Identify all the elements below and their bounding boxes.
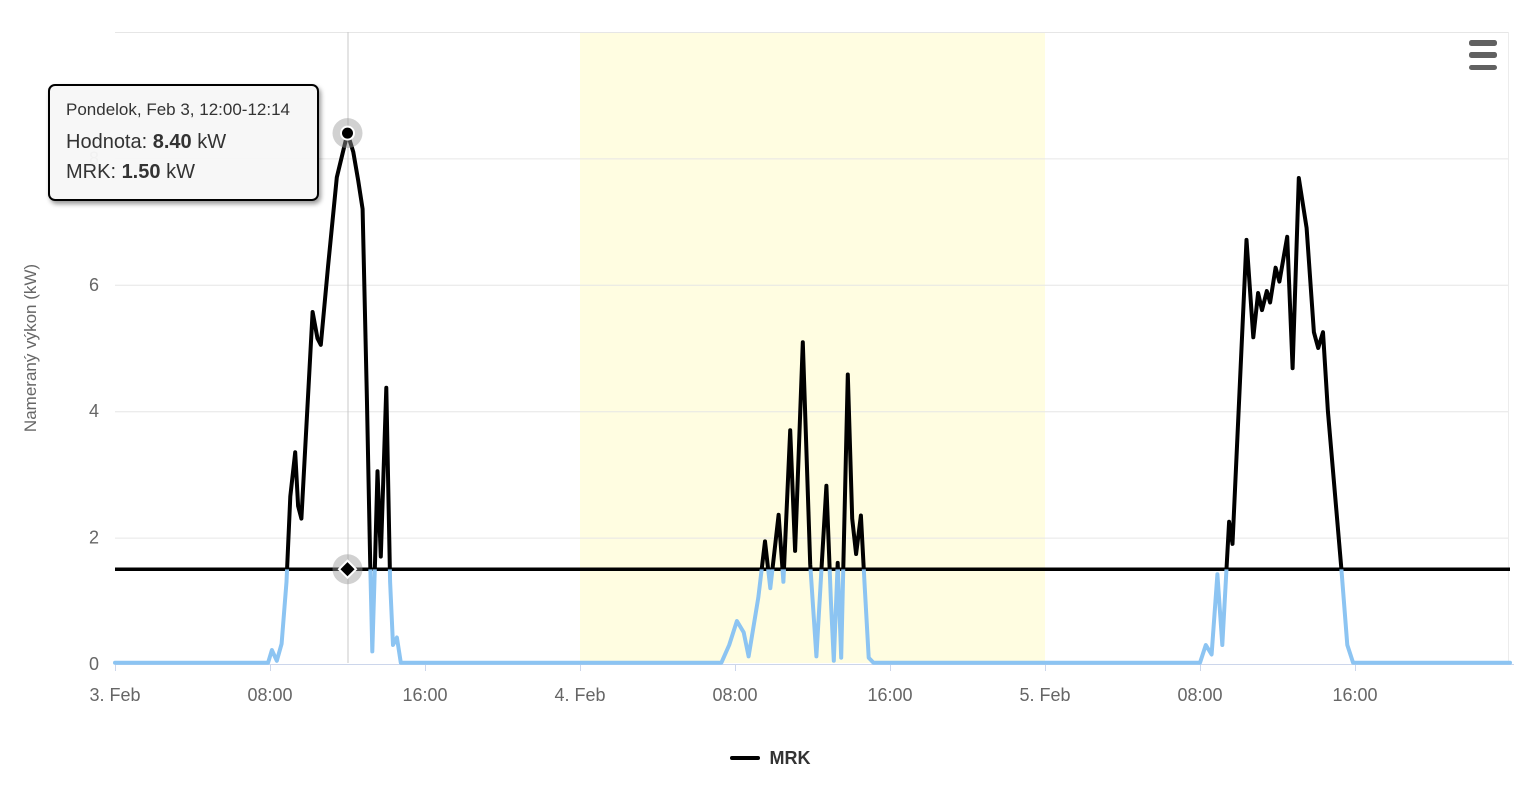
x-axis-label-1: 08:00	[247, 685, 292, 705]
tooltip-value-mrk: 1.50	[121, 161, 161, 183]
y-axis-label-6: 6	[89, 275, 99, 295]
x-axis-label-2: 16:00	[402, 685, 447, 705]
tooltip-value-hodnota: 8.40	[152, 131, 192, 153]
x-axis-label-0: 3. Feb	[89, 685, 140, 705]
legend-label: MRK	[769, 747, 811, 768]
export-menu-button[interactable]	[1469, 40, 1501, 70]
selected-point-marker-hodnota[interactable]	[340, 125, 355, 141]
x-axis-label-6: 5. Feb	[1019, 685, 1070, 705]
legend-item-mrk[interactable]: MRK	[0, 744, 1540, 772]
plot-band-feb4	[580, 32, 1045, 663]
tooltip: Pondelok, Feb 3, 12:00-12:14 Hodnota: 8.…	[48, 84, 319, 201]
x-axis-label-5: 16:00	[867, 685, 912, 705]
tooltip-row-mrk: MRK: 1.50 kW	[66, 157, 302, 187]
tooltip-unit-mrk: kW	[166, 161, 195, 183]
x-axis-label-3: 4. Feb	[554, 685, 605, 705]
hamburger-icon	[1469, 40, 1497, 46]
y-axis-label-0: 0	[89, 654, 99, 674]
x-axis-label-7: 08:00	[1177, 685, 1222, 705]
tooltip-label-hodnota: Hodnota:	[66, 131, 148, 153]
tooltip-unit-hodnota: kW	[197, 131, 227, 153]
y-axis-label-2: 2	[89, 528, 99, 548]
y-axis-label-4: 4	[89, 401, 99, 421]
selected-point-marker-mrk[interactable]	[337, 559, 358, 580]
series-hodnota-above-threshold[interactable]	[115, 131, 1510, 663]
x-axis-label-8: 16:00	[1332, 685, 1377, 705]
legend-line-sample	[729, 756, 760, 760]
x-axis-label-4: 08:00	[712, 685, 757, 705]
tooltip-row-hodnota: Hodnota: 8.40 kW	[66, 127, 302, 157]
tooltip-header: Pondelok, Feb 3, 12:00-12:14	[66, 100, 290, 119]
tooltip-label-mrk: MRK:	[66, 161, 116, 183]
